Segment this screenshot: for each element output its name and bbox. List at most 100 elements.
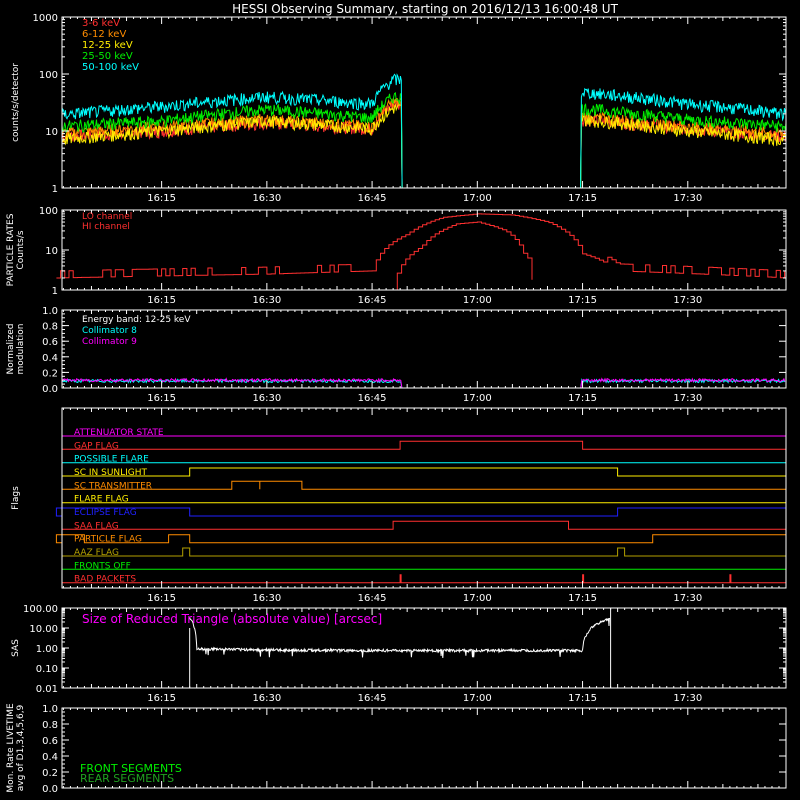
panel5-legend-front-segments: FRONT SEGMENTS [80,762,182,775]
panel2-xtick-label: 17:30 [673,393,702,404]
panel1-legend-hi-channel: HI channel [82,222,130,232]
flag-line-saa-flag [62,520,786,530]
panel4-xtick-label: 17:00 [463,693,492,704]
flag-label-flare-flag: FLARE FLAG [74,495,129,505]
panel1-ylabel: PARTICLE RATES [6,213,16,286]
panel1-legend-lo-channel: LO channel [82,212,132,222]
panel4-xtick-label: 16:15 [147,693,176,704]
panel2-ylabel: modulation [16,324,26,375]
flag-label-gap-flag: GAP FLAG [74,441,119,451]
panel0-xtick-label: 16:45 [358,193,387,204]
panel2-xtick-label: 17:00 [463,393,492,404]
panel1-xtick-label: 16:30 [252,295,281,306]
panel2-xtick-label: 16:30 [252,393,281,404]
panel4-ytick-label: 1.00 [36,644,58,655]
plot-title: HESSI Observing Summary, starting on 201… [232,2,618,16]
panel3-frame [61,407,787,589]
flag-label-attenuator-state: ATTENUATOR STATE [74,428,164,438]
flag-label-aaz-flag: AAZ FLAG [74,548,119,558]
panel0-frame [61,16,787,189]
panel2-ytick-label: 0.2 [42,368,58,379]
panel1-ytick-label: 1 [52,286,58,297]
panel5-ylabel: Mon. Rate LIVETIME [6,703,16,793]
panel3-xtick-label: 17:30 [673,593,702,604]
flag-line-bad-packets [62,574,786,584]
sas-series-line [189,617,611,658]
panel5-ytick-label: 0.6 [42,736,58,747]
flag-line-sc-in-sunlight [62,467,786,477]
panel1-ylabel: Counts/s [16,230,26,269]
panel2-ytick-label: 1.0 [42,306,58,317]
panel2-xtick-label: 16:15 [147,393,176,404]
series-line-lo-channel [56,213,786,279]
flag-line-sc-transmitter [62,480,786,490]
panel5-ytick-label: 0.0 [42,784,58,795]
panel0-xtick-label: 16:15 [147,193,176,204]
panel3-ylabel: Flags [11,486,21,510]
panel0-legend-25-50-kev: 25-50 keV [82,51,133,62]
flag-label-particle-flag: PARTICLE FLAG [74,535,142,545]
flag-line-particle-flag [55,534,787,544]
panel4-xtick-label: 16:45 [358,693,387,704]
panel5-ytick-label: 0.8 [42,720,58,731]
panel3-xtick-label: 16:15 [147,593,176,604]
panel2-ytick-label: 0.6 [42,337,58,348]
panel5-ylabel: avg of D1,3,4,5,6,9 [16,704,26,791]
panel0-ytick-label: 100 [39,70,58,81]
flag-line-eclipse-flag [55,507,787,517]
panel0-ytick-label: 1000 [33,13,58,24]
flag-label-fronts-off: FRONTS OFF [74,561,131,571]
panel3-xtick-label: 17:15 [568,593,597,604]
flag-label-possible-flare: POSSIBLE FLARE [74,455,149,465]
panel0-ytick-label: 1 [52,184,58,195]
panel0-xtick-label: 17:30 [673,193,702,204]
panel4-ytick-label: 0.01 [36,684,58,695]
panel2-ytick-label: 0.4 [42,353,58,364]
panel1-xtick-label: 17:00 [463,295,492,306]
panel0-ylabel: counts/s/detector [11,63,21,142]
panel2-xtick-label: 17:15 [568,393,597,404]
panel2-annotation: Energy band: 12-25 keV [82,315,191,325]
series-line-hi-channel [393,221,533,291]
flag-label-eclipse-flag: ECLIPSE FLAG [74,508,137,518]
panel2-xtick-label: 16:45 [358,393,387,404]
flag-line-gap-flag [62,440,786,450]
panel0-xtick-label: 17:00 [463,193,492,204]
panel2-ytick-label: 0.8 [42,322,58,333]
flag-label-sc-in-sunlight: SC IN SUNLIGHT [74,468,148,478]
panels: 16:15 16:30 16:45 17:00 17:15 17:301101001000… [6,13,787,795]
panel1-xtick-label: 16:15 [147,295,176,306]
flag-line-aaz-flag [62,547,786,557]
flag-label-saa-flag: SAA FLAG [74,521,119,531]
panel3-xtick-label: 16:30 [252,593,281,604]
panel2-legend-collimator-9: Collimator 9 [82,337,137,347]
panel5-ytick-label: 1.0 [42,704,58,715]
panel0-legend-3-6-kev: 3-6 keV [82,18,120,29]
panel0-xtick-label: 16:30 [252,193,281,204]
panel4-ylabel: SAS [11,639,21,657]
panel1-ytick-label: 100 [39,206,58,217]
panel0-legend-6-12-kev: 6-12 keV [82,29,126,40]
panel1-xtick-label: 16:45 [358,295,387,306]
panel3-xtick-label: 17:00 [463,593,492,604]
panel0-legend-12-25-kev: 12-25 keV [82,40,133,51]
panel4-ytick-label: 100.00 [23,604,58,615]
panel0-legend-50-100-kev: 50-100 keV [82,62,139,73]
panel0-ytick-label: 10 [45,127,58,138]
panel4-legend-sas: Size of Reduced Triangle (absolute value… [82,612,382,626]
panel4-ytick-label: 0.10 [36,664,58,675]
panel2-legend-collimator-8: Collimator 8 [82,326,137,336]
panel4-xtick-label: 16:30 [252,693,281,704]
panel1-ytick-label: 10 [45,246,58,257]
panel5-legend-rear-segments: REAR SEGMENTS [80,772,174,785]
flag-label-sc-transmitter: SC TRANSMITTER [74,481,152,491]
panel1-xtick-label: 17:30 [673,295,702,306]
panel5-ytick-label: 0.4 [42,752,58,763]
panel5-ytick-label: 0.2 [42,768,58,779]
panel0-xtick-label: 17:15 [568,193,597,204]
panel2-ytick-label: 0.0 [42,384,58,395]
panel3-xtick-label: 16:45 [358,593,387,604]
panel4-xtick-label: 17:30 [673,693,702,704]
panel2-ylabel: Normalized [6,323,16,374]
